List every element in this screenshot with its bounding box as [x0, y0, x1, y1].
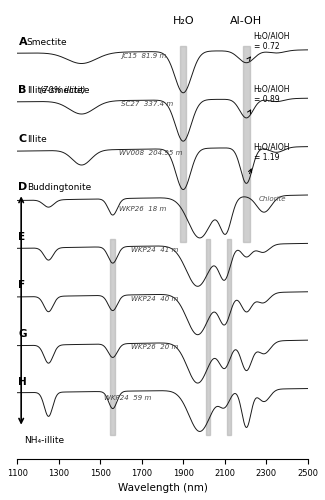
Bar — [111, 240, 115, 436]
Text: WKP24  59 m: WKP24 59 m — [104, 394, 152, 400]
Text: WV008  204.95 m: WV008 204.95 m — [119, 150, 182, 156]
Text: NH₄-illite: NH₄-illite — [24, 436, 64, 445]
Text: JC15  81.9 m: JC15 81.9 m — [121, 53, 166, 59]
Text: F: F — [19, 280, 26, 290]
Text: A: A — [19, 36, 27, 46]
Text: WKP24  41 m: WKP24 41 m — [131, 247, 179, 253]
Bar — [243, 46, 250, 242]
Bar — [206, 240, 210, 436]
Bar — [227, 240, 231, 436]
Text: H₂O: H₂O — [172, 16, 194, 26]
Text: Illite: Illite — [27, 134, 46, 143]
Text: WKP26  20 m: WKP26 20 m — [131, 344, 179, 350]
Text: Smectite: Smectite — [27, 38, 67, 46]
Text: B: B — [19, 85, 27, 95]
Text: Illite-smectite: Illite-smectite — [27, 86, 89, 95]
Text: E: E — [19, 232, 26, 242]
Text: H: H — [19, 377, 27, 387]
Text: D: D — [19, 182, 28, 192]
Text: Buddingtonite: Buddingtonite — [27, 183, 91, 192]
Text: Chlorite: Chlorite — [259, 196, 286, 202]
Text: WKP24  40 m: WKP24 40 m — [131, 296, 179, 302]
Text: H₂O/AlOH
= 0.89: H₂O/AlOH = 0.89 — [254, 84, 290, 103]
Text: SC27  337.4 m: SC27 337.4 m — [121, 102, 173, 107]
X-axis label: Wavelength (nm): Wavelength (nm) — [118, 483, 207, 493]
Text: H₂O/AlOH
= 1.19: H₂O/AlOH = 1.19 — [254, 143, 290, 163]
Text: (70% illite): (70% illite) — [37, 86, 85, 95]
Text: WKP26  18 m: WKP26 18 m — [119, 206, 166, 212]
Text: Al-OH: Al-OH — [230, 16, 263, 26]
Text: G: G — [19, 328, 27, 338]
Text: C: C — [19, 134, 27, 143]
Text: H₂O/AlOH
= 0.72: H₂O/AlOH = 0.72 — [254, 32, 290, 51]
Bar — [180, 46, 186, 242]
